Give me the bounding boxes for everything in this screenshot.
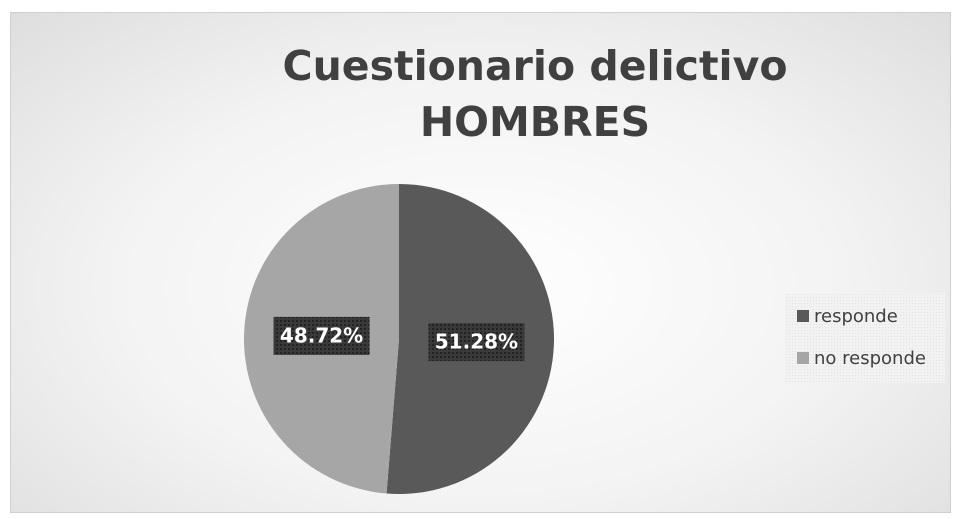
legend-label: no responde xyxy=(814,348,926,369)
legend-swatch xyxy=(797,310,809,322)
data-label: 51.28% xyxy=(435,330,518,354)
chart-title: Cuestionario delictivo HOMBRES xyxy=(282,42,788,146)
data-label: 48.72% xyxy=(280,323,363,347)
legend-box xyxy=(785,293,945,383)
data-label-box xyxy=(273,316,370,355)
legend-label: responde xyxy=(814,306,898,327)
data-label-box xyxy=(428,323,525,362)
legend-swatch xyxy=(797,352,809,364)
